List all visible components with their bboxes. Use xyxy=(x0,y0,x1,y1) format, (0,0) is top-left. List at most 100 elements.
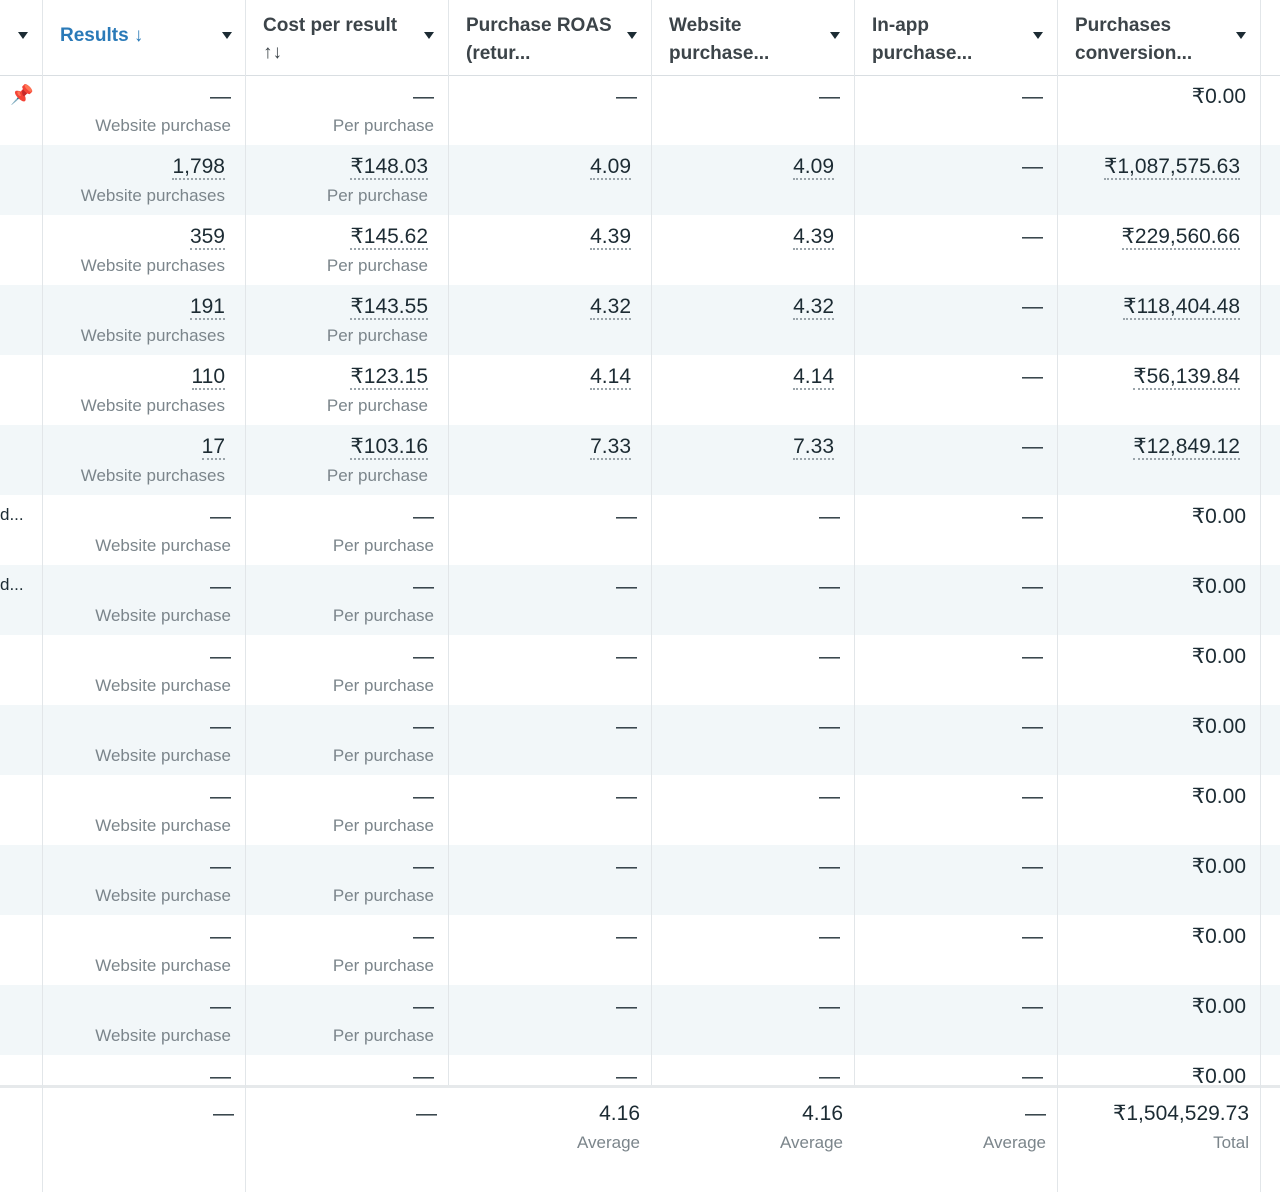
table-row[interactable]: — Website purchase — Per purchase — — — ₹0.00 xyxy=(0,915,1280,985)
column-header-purchases-conversion[interactable]: Purchases conversion... xyxy=(1058,0,1261,75)
table-row[interactable]: 📌 — Website purchase — Per purchase — — — ₹0.00 xyxy=(0,75,1280,145)
results-value[interactable]: 359 xyxy=(189,225,225,250)
results-label: Website purchase xyxy=(95,1026,231,1045)
cost-value: — xyxy=(413,1065,434,1088)
table-row[interactable]: d... — Website purchase — Per purchase — — — ₹0.… xyxy=(0,565,1280,635)
purchase-roas-value[interactable]: 4.39 xyxy=(590,225,631,250)
results-cell: 110 Website purchases xyxy=(43,365,225,417)
column-divider[interactable] xyxy=(651,0,652,1085)
table-row[interactable]: — Website purchase — Per purchase — — — ₹0.00 xyxy=(0,705,1280,775)
purchase-roas-value[interactable]: 4.32 xyxy=(590,295,631,320)
cost-label: Per purchase xyxy=(326,256,428,275)
table-row[interactable]: d... — Website purchase — Per purchase — — — ₹0.… xyxy=(0,495,1280,565)
website-roas-value: — xyxy=(819,785,840,808)
chevron-down-icon[interactable] xyxy=(424,32,434,39)
column-divider[interactable] xyxy=(448,0,449,1085)
cost-value[interactable]: ₹148.03 xyxy=(350,155,428,180)
sort-descending-icon: ↓ xyxy=(133,25,144,46)
website-roas-cell: 4.39 xyxy=(652,225,834,250)
column-caret-icon[interactable] xyxy=(18,32,28,39)
row-name-truncated[interactable]: d... xyxy=(0,575,24,594)
results-value[interactable]: 191 xyxy=(189,295,225,320)
website-roas-cell: — xyxy=(652,645,840,669)
website-roas-cell: — xyxy=(652,505,840,529)
purchases-value-cell: ₹0.00 xyxy=(1058,785,1246,809)
results-value: — xyxy=(210,855,231,878)
results-value[interactable]: 110 xyxy=(191,365,225,390)
results-cell: — Website purchase xyxy=(43,995,231,1047)
purchases-value-cell: ₹56,139.84 xyxy=(1058,365,1240,390)
column-header-purchase-roas[interactable]: Purchase ROAS (retur... xyxy=(449,0,652,75)
website-roas-value: — xyxy=(819,505,840,528)
column-divider[interactable] xyxy=(854,0,855,1085)
table-row[interactable]: — — — — — ₹0.00 xyxy=(0,1055,1280,1125)
cost-cell: ₹148.03 Per purchase xyxy=(246,155,428,207)
results-cell: — Website purchase xyxy=(43,575,231,627)
column-header-website-purchase[interactable]: Website purchase... xyxy=(652,0,855,75)
results-value: — xyxy=(210,995,231,1018)
total-website-roas-label: Average xyxy=(779,1133,843,1152)
table-row[interactable]: — Website purchase — Per purchase — — — ₹0.00 xyxy=(0,985,1280,1055)
table-row[interactable]: 17 Website purchases ₹103.16 Per purchase 7.… xyxy=(0,425,1280,495)
website-roas-value[interactable]: 4.14 xyxy=(793,365,834,390)
column-divider[interactable] xyxy=(245,0,246,1192)
table-header: Results ↓ Cost per result ↑↓ Purchase RO… xyxy=(0,0,1280,76)
column-header-in-app-purchase[interactable]: In-app purchase... xyxy=(855,0,1058,75)
purchase-roas-value[interactable]: 4.09 xyxy=(590,155,631,180)
purchases-value: ₹0.00 xyxy=(1191,785,1246,808)
chevron-down-icon[interactable] xyxy=(222,32,232,39)
results-cell: — Website purchase xyxy=(43,715,231,767)
column-divider[interactable] xyxy=(1260,0,1261,1192)
cost-label: Per purchase xyxy=(326,396,428,415)
sort-icon[interactable]: ↑↓ xyxy=(263,42,282,63)
pin-icon[interactable]: 📌 xyxy=(10,85,34,106)
row-name-truncated[interactable]: d... xyxy=(0,505,24,524)
cost-cell: — Per purchase xyxy=(246,715,434,767)
cost-label: Per purchase xyxy=(332,956,434,975)
table-row[interactable]: — Website purchase — Per purchase — — — ₹0.00 xyxy=(0,775,1280,845)
purchase-roas-value[interactable]: 4.14 xyxy=(590,365,631,390)
chevron-down-icon[interactable] xyxy=(1236,32,1246,39)
results-cell: — Website purchase xyxy=(43,785,231,837)
purchases-value[interactable]: ₹1,087,575.63 xyxy=(1104,155,1240,180)
purchases-value[interactable]: ₹56,139.84 xyxy=(1133,365,1240,390)
purchase-roas-cell: — xyxy=(449,505,637,529)
cost-value[interactable]: ₹143.55 xyxy=(350,295,428,320)
table-row[interactable]: — Website purchase — Per purchase — — — ₹0.00 xyxy=(0,635,1280,705)
chevron-down-icon[interactable] xyxy=(1033,32,1043,39)
results-value: — xyxy=(210,505,231,528)
purchase-roas-value: — xyxy=(616,85,637,108)
cost-value[interactable]: ₹145.62 xyxy=(350,225,428,250)
cost-value[interactable]: ₹103.16 xyxy=(350,435,428,460)
inapp-value: — xyxy=(1022,1065,1043,1088)
table-row[interactable]: 359 Website purchases ₹145.62 Per purchase 4… xyxy=(0,215,1280,285)
purchases-value[interactable]: ₹12,849.12 xyxy=(1133,435,1240,460)
inapp-cell: — xyxy=(855,715,1043,739)
cost-value[interactable]: ₹123.15 xyxy=(350,365,428,390)
column-divider[interactable] xyxy=(42,0,43,1192)
table-row[interactable]: 191 Website purchases ₹143.55 Per purchase 4… xyxy=(0,285,1280,355)
purchase-roas-cell: — xyxy=(449,785,637,809)
cost-value: — xyxy=(413,505,434,528)
results-value[interactable]: 17 xyxy=(201,435,225,460)
website-roas-value: — xyxy=(819,855,840,878)
purchases-value[interactable]: ₹118,404.48 xyxy=(1123,295,1240,320)
column-divider[interactable] xyxy=(1057,0,1058,1192)
purchase-roas-value[interactable]: 7.33 xyxy=(590,435,631,460)
website-roas-value[interactable]: 4.09 xyxy=(793,155,834,180)
cost-cell: — Per purchase xyxy=(246,575,434,627)
table-row[interactable]: 110 Website purchases ₹123.15 Per purchase 4… xyxy=(0,355,1280,425)
table-row[interactable]: 1,798 Website purchases ₹148.03 Per purchas… xyxy=(0,145,1280,215)
column-header-cost-per-result[interactable]: Cost per result ↑↓ xyxy=(246,0,449,75)
table-row[interactable]: — Website purchase — Per purchase — — — ₹0.00 xyxy=(0,845,1280,915)
chevron-down-icon[interactable] xyxy=(627,32,637,39)
results-cell: 17 Website purchases xyxy=(43,435,225,487)
purchases-value[interactable]: ₹229,560.66 xyxy=(1121,225,1240,250)
column-header-results[interactable]: Results ↓ xyxy=(43,0,246,75)
website-roas-value[interactable]: 7.33 xyxy=(793,435,834,460)
results-value[interactable]: 1,798 xyxy=(172,155,225,180)
chevron-down-icon[interactable] xyxy=(830,32,840,39)
website-roas-value[interactable]: 4.39 xyxy=(793,225,834,250)
website-roas-value[interactable]: 4.32 xyxy=(793,295,834,320)
total-cost: — xyxy=(246,1102,437,1126)
